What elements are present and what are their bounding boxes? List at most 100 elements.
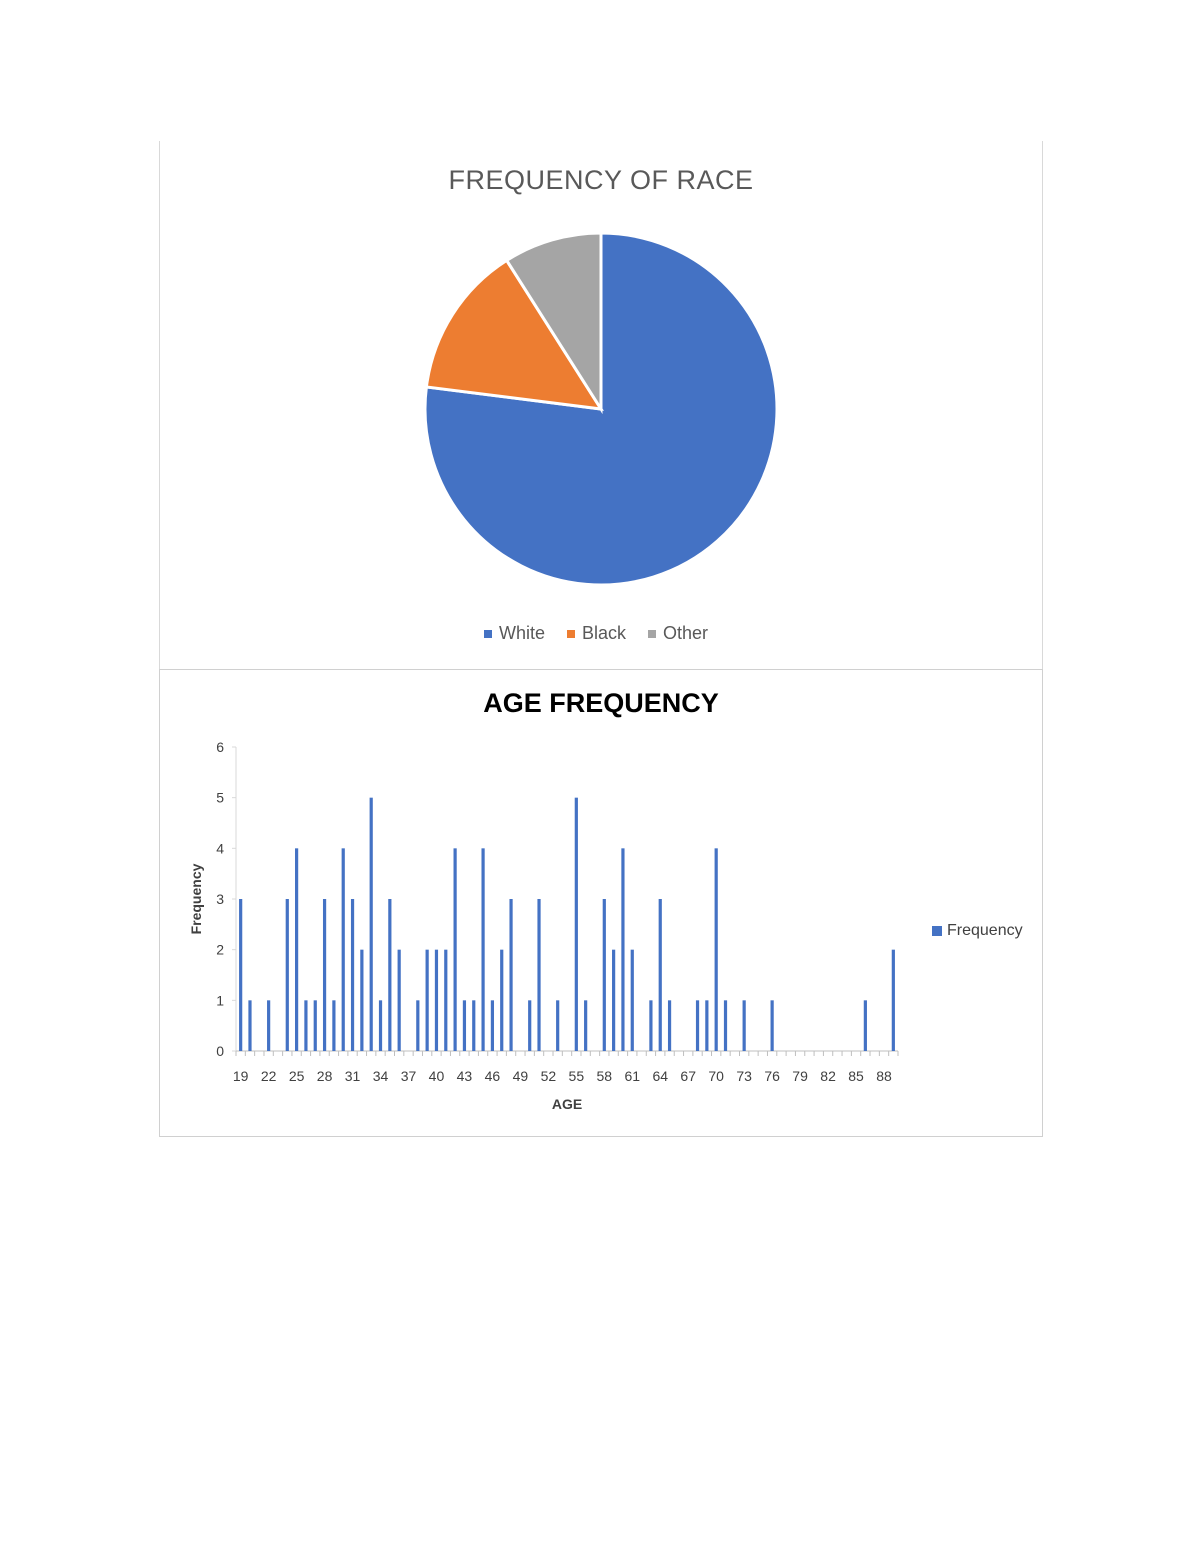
pie-legend: White Black Other: [484, 623, 708, 644]
x-tick-label: 88: [876, 1068, 892, 1084]
bar-age-50: [528, 1000, 532, 1051]
x-tick-label: 73: [736, 1068, 752, 1084]
bar-age-61: [630, 949, 634, 1051]
bar-age-39: [425, 949, 429, 1051]
bar-age-42: [453, 848, 457, 1051]
x-tick-label: 28: [317, 1068, 333, 1084]
race-pie-chart: FREQUENCY OF RACE White Black Other: [159, 141, 1043, 669]
age-bar-chart: AGE FREQUENCY 0 1 2 3 4 5 6 19 22 25 28 31 34 37 40 43 4…: [159, 669, 1043, 1137]
bar-age-36: [397, 949, 401, 1051]
x-tick-label: 67: [680, 1068, 696, 1084]
bar-age-86: [863, 1000, 867, 1051]
x-tick-label: 46: [485, 1068, 501, 1084]
bar-age-56: [584, 1000, 588, 1051]
x-tick-label: 25: [289, 1068, 305, 1084]
bar-age-33: [369, 797, 373, 1051]
bar-age-20: [248, 1000, 252, 1051]
x-tick-label: 31: [345, 1068, 361, 1084]
bar-age-59: [612, 949, 616, 1051]
bar-age-35: [388, 899, 392, 1051]
x-axis-title: AGE: [552, 1096, 582, 1112]
bar-age-55: [574, 797, 578, 1051]
legend-item-white: White: [484, 623, 545, 644]
legend-label: Frequency: [947, 922, 1023, 939]
bar-age-25: [295, 848, 299, 1051]
bar-age-24: [285, 899, 289, 1051]
bar-age-43: [462, 1000, 467, 1051]
x-tick-label: 61: [624, 1068, 640, 1084]
y-tick-label: 0: [216, 1043, 224, 1059]
bar-age-51: [537, 899, 541, 1051]
pie-slice-white: [423, 231, 779, 587]
pie-slice-black: [424, 258, 604, 411]
legend-swatch-black: [567, 629, 576, 638]
pie-chart-title: FREQUENCY OF RACE: [448, 165, 754, 195]
bar-age-76: [770, 1000, 774, 1051]
x-tick-label: 49: [513, 1068, 529, 1084]
x-tick-label: 64: [652, 1068, 668, 1084]
y-tick-label: 1: [216, 992, 224, 1008]
legend-item-black: Black: [567, 623, 626, 644]
bar-age-31: [350, 899, 355, 1051]
legend-label: Other: [663, 623, 709, 643]
y-tick-label: 5: [216, 790, 224, 806]
x-tick-label: 55: [569, 1068, 585, 1084]
bar-age-41: [444, 949, 448, 1051]
pie-plot-area: [423, 231, 779, 587]
x-tick-label: 40: [429, 1068, 445, 1084]
bar-age-68: [695, 1000, 700, 1051]
bar-age-71: [723, 1000, 728, 1051]
bar-age-69: [705, 1000, 709, 1051]
y-tick-label: 2: [216, 942, 224, 958]
bar-age-47: [500, 949, 504, 1051]
x-tick-label: 79: [792, 1068, 808, 1084]
bar-age-46: [490, 1000, 495, 1051]
x-tick-label: 76: [764, 1068, 780, 1084]
bar-age-26: [304, 1000, 308, 1051]
bar-age-64: [658, 899, 662, 1051]
bar-age-48: [509, 899, 513, 1051]
bar-chart-title: AGE FREQUENCY: [483, 688, 719, 718]
bar-age-32: [360, 949, 364, 1051]
legend-swatch-other: [648, 629, 657, 638]
bar-age-60: [621, 848, 625, 1051]
bar-age-58: [602, 899, 606, 1051]
bar-age-27: [313, 1000, 317, 1051]
bar-age-19: [239, 899, 243, 1051]
x-tick-label: 52: [541, 1068, 557, 1084]
bar-age-44: [472, 1000, 476, 1051]
x-tick-label: 22: [261, 1068, 277, 1084]
legend-label: White: [499, 623, 546, 643]
pie-slice-other: [504, 231, 603, 415]
x-tick-label: 37: [401, 1068, 417, 1084]
bar-age-65: [667, 1000, 672, 1051]
bar-age-70: [714, 848, 718, 1051]
legend-item-other: Other: [648, 623, 708, 644]
bar-age-28: [322, 899, 327, 1051]
x-tick-label: 82: [820, 1068, 836, 1084]
x-tick-label: 43: [457, 1068, 473, 1084]
x-tick-label: 34: [373, 1068, 389, 1084]
bar-age-89: [891, 949, 895, 1051]
bar-age-34: [378, 1000, 383, 1051]
y-tick-label: 6: [216, 739, 224, 755]
x-tick-label: 19: [233, 1068, 249, 1084]
bar-age-22: [267, 1000, 271, 1051]
legend-swatch-white: [484, 629, 492, 638]
bar-age-38: [416, 1000, 420, 1051]
y-tick-label: 3: [216, 891, 224, 907]
bar-age-73: [742, 1000, 746, 1051]
bar-legend: Frequency: [932, 922, 1023, 940]
bar-age-29: [332, 1000, 336, 1051]
bar-age-45: [481, 848, 485, 1051]
legend-label: Black: [582, 623, 627, 643]
y-axis-title: Frequency: [188, 863, 204, 934]
x-tick-label: 70: [708, 1068, 724, 1084]
x-tick-label: 58: [597, 1068, 613, 1084]
x-tick-label: 85: [848, 1068, 864, 1084]
bar-age-63: [649, 1000, 653, 1051]
bar-age-30: [341, 848, 345, 1051]
bar-age-53: [556, 1000, 560, 1051]
legend-swatch-frequency: [932, 926, 942, 936]
